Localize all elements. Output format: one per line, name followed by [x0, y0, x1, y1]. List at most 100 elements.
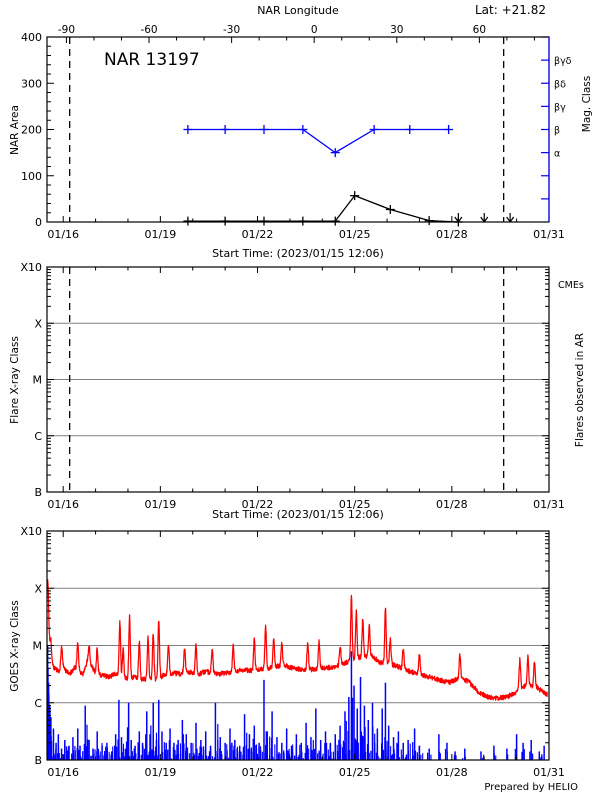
x-tick-label: 01/22 [242, 766, 274, 779]
magclass-tick-label: βδ [554, 79, 566, 90]
y-tick-label: 400 [21, 31, 42, 44]
magclass-tick-label: βγ [554, 102, 566, 113]
panel-nar-area: NAR Longitude Lat: +21.82 NAR 13197 -90 -… [9, 3, 593, 260]
latitude-annotation: Lat: +21.82 [475, 3, 546, 17]
panel3-bottom-ticks: 01/16 01/19 01/22 01/25 01/28 01/31 [47, 754, 565, 779]
top-tick-label: -90 [58, 24, 75, 36]
x-tick-label: 01/19 [145, 766, 177, 779]
x-tick-label: 01/19 [145, 498, 177, 511]
panel2-xlabel: Start Time: (2023/01/15 12:06) [212, 508, 384, 521]
x-tick-label: 01/16 [47, 498, 79, 511]
plus-marker [385, 205, 395, 215]
down-arrow-marker [454, 213, 463, 223]
panel-flare-class: 01/16 01/19 01/22 01/25 01/28 01/31 B C M X X10 F… [9, 261, 586, 521]
panel1-data-series [183, 125, 515, 227]
top-tick-label: 0 [311, 24, 318, 36]
panel1-left-ticks: 0 100 200 300 400 [21, 31, 54, 229]
x-tick-label: 01/16 [47, 766, 79, 779]
panel-goes-xray: 01/16 01/19 01/22 01/25 01/28 01/31 B C M X X10 G… [9, 525, 578, 793]
x-tick-label: 01/19 [145, 228, 177, 241]
panel2-frame [46, 266, 550, 493]
plus-marker [369, 125, 379, 134]
panel1-limb-markers [69, 37, 505, 222]
panel2-ylabel: Flare X-ray Class [9, 336, 21, 424]
x-tick-label: 01/16 [47, 228, 79, 241]
y-tick-label: X [34, 582, 42, 595]
y-tick-label: 300 [21, 77, 42, 90]
y-tick-label: B [34, 486, 42, 499]
plus-marker [220, 216, 230, 226]
plus-marker [330, 216, 340, 226]
panel2-limb-markers [69, 267, 505, 492]
panel1-right-ticks: α β βγ βδ βγδ [541, 36, 572, 200]
plus-marker [220, 125, 230, 134]
goes-long-curve [46, 579, 548, 701]
goes-long-series [46, 579, 548, 701]
panel2-left-ticks: B C M X X10 [20, 261, 54, 499]
y-tick-label: 100 [21, 170, 42, 183]
y-tick-label: X10 [20, 525, 42, 538]
magclass-tick-label: α [554, 149, 560, 160]
y-tick-label: 0 [35, 216, 42, 229]
page-title: NAR 13197 [104, 50, 200, 70]
cme-legend-label: CMEs [558, 280, 584, 291]
panel1-ylabel: NAR Area [9, 105, 21, 155]
nar-longitude-axis-title: NAR Longitude [257, 4, 339, 17]
y-tick-label: M [33, 640, 43, 653]
magclass-tick-label: βγδ [554, 56, 572, 67]
y-tick-label: 200 [21, 124, 42, 137]
arrow-head-right [483, 216, 489, 223]
down-arrow-marker [506, 213, 515, 223]
arrow-head-right [457, 216, 463, 223]
panel2-bottom-ticks: 01/16 01/19 01/22 01/25 01/28 01/31 [47, 486, 565, 511]
plus-marker [298, 216, 308, 226]
plus-marker [259, 125, 269, 134]
panel3-frame [46, 530, 550, 761]
goes-short-series [46, 645, 545, 760]
top-tick-label: -60 [140, 24, 157, 36]
y-tick-label: B [34, 754, 42, 767]
x-tick-label: 01/22 [242, 498, 274, 511]
y-tick-label: C [34, 697, 42, 710]
top-tick-label: 60 [473, 24, 486, 36]
series-line-mag-class [187, 128, 449, 154]
x-tick-label: 01/31 [533, 766, 565, 779]
panel1-right-label: Mag. Class [581, 76, 593, 132]
plus-marker [405, 125, 415, 134]
plus-marker [330, 148, 340, 158]
plus-marker [183, 125, 193, 134]
top-tick-label: -30 [223, 24, 240, 36]
panel3-ylabel: GOES X-ray Class [9, 600, 21, 691]
magclass-tick-label: β [554, 126, 560, 137]
x-tick-label: 01/25 [339, 766, 371, 779]
panel2-right-ticks [542, 266, 549, 493]
x-tick-label: 01/28 [436, 766, 468, 779]
arrow-head-left [506, 216, 511, 223]
plus-marker [444, 125, 454, 134]
y-tick-label: C [34, 430, 42, 443]
y-tick-label: X10 [20, 261, 42, 274]
x-tick-label: 01/25 [339, 228, 371, 241]
panel1-bottom-ticks: 01/16 01/19 01/22 01/25 01/28 01/31 [47, 216, 565, 241]
down-arrow-marker [480, 213, 489, 223]
x-tick-label: 01/31 [533, 228, 565, 241]
plus-marker [350, 191, 360, 201]
x-tick-label: 01/25 [339, 498, 371, 511]
arrow-head-left [454, 216, 459, 223]
plus-marker [424, 216, 434, 226]
top-tick-label: 30 [390, 24, 403, 36]
x-tick-label: 01/28 [436, 498, 468, 511]
footer-credit: Prepared by HELIO [484, 782, 578, 793]
y-tick-label: X [34, 317, 42, 330]
plus-marker [183, 216, 193, 226]
panel2-right-label: Flares observed in AR [574, 333, 586, 447]
panel1-xlabel: Start Time: (2023/01/15 12:06) [212, 247, 384, 260]
y-tick-label: M [33, 374, 43, 387]
plus-marker [298, 125, 308, 134]
arrow-head-left [480, 216, 485, 223]
x-tick-label: 01/31 [533, 498, 565, 511]
arrow-head-right [509, 216, 515, 223]
plus-marker [259, 216, 269, 226]
